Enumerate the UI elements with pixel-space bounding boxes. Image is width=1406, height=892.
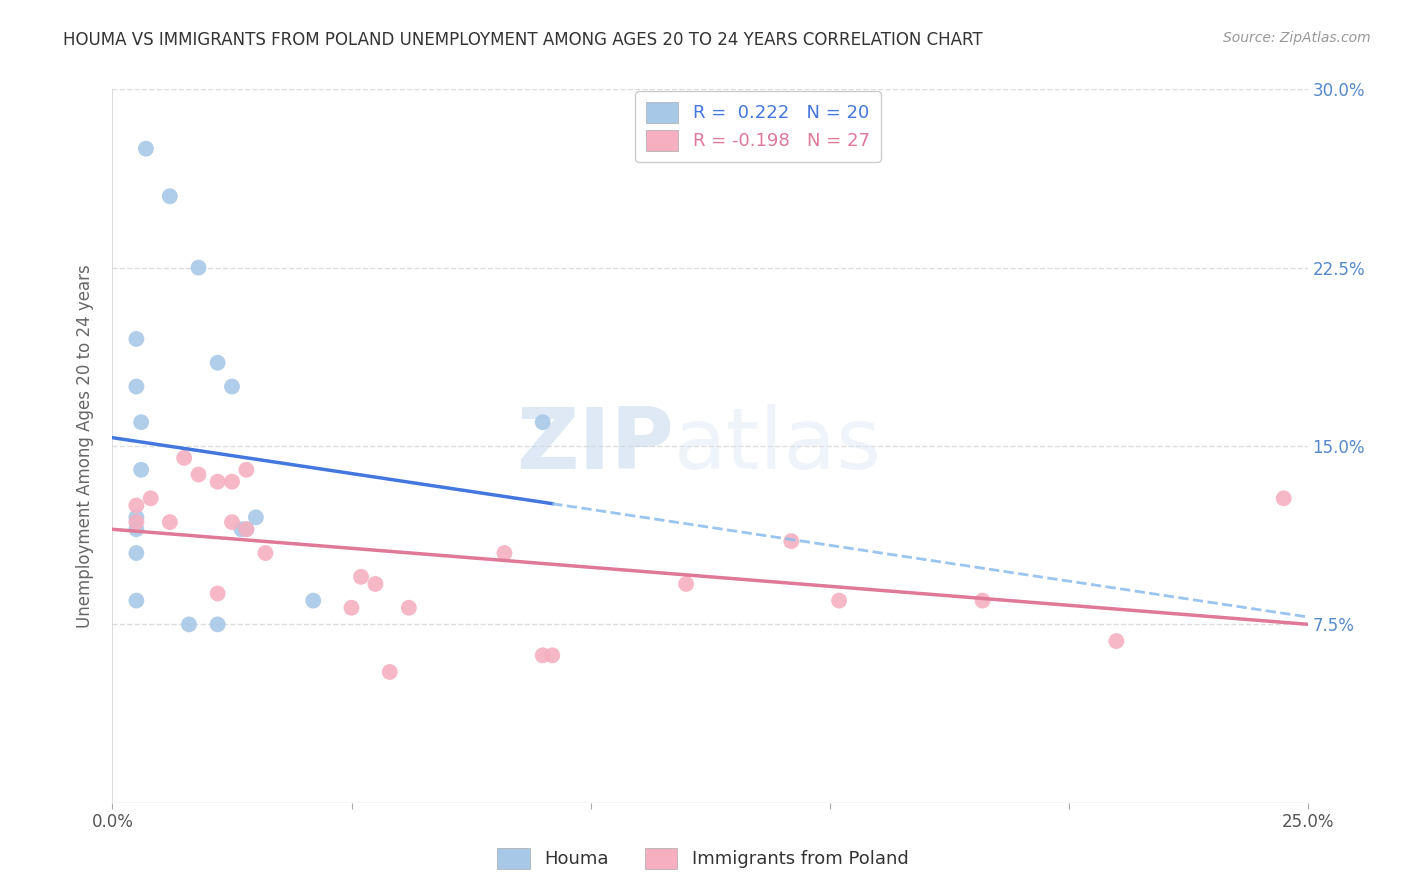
Point bbox=[531, 415, 554, 429]
Point bbox=[350, 570, 373, 584]
Point bbox=[125, 499, 148, 513]
Point bbox=[125, 546, 148, 560]
Point bbox=[398, 600, 420, 615]
Text: atlas: atlas bbox=[675, 404, 882, 488]
Point bbox=[187, 467, 209, 482]
Point bbox=[364, 577, 387, 591]
Point bbox=[828, 593, 851, 607]
Point bbox=[1272, 491, 1295, 506]
Point bbox=[780, 534, 803, 549]
Point bbox=[125, 510, 148, 524]
Point bbox=[207, 586, 229, 600]
Point bbox=[541, 648, 564, 663]
Point bbox=[221, 475, 243, 489]
Point bbox=[139, 491, 162, 506]
Point bbox=[245, 510, 267, 524]
Legend: R =  0.222   N = 20, R = -0.198   N = 27: R = 0.222 N = 20, R = -0.198 N = 27 bbox=[636, 91, 880, 161]
Point bbox=[1105, 634, 1128, 648]
Point bbox=[129, 415, 152, 429]
Text: Source: ZipAtlas.com: Source: ZipAtlas.com bbox=[1223, 31, 1371, 45]
Point bbox=[125, 593, 148, 607]
Point bbox=[125, 379, 148, 393]
Y-axis label: Unemployment Among Ages 20 to 24 years: Unemployment Among Ages 20 to 24 years bbox=[76, 264, 94, 628]
Point bbox=[531, 648, 554, 663]
Point bbox=[207, 356, 229, 370]
Point bbox=[207, 617, 229, 632]
Point bbox=[177, 617, 200, 632]
Point bbox=[231, 522, 253, 536]
Point bbox=[221, 515, 243, 529]
Point bbox=[207, 475, 229, 489]
Text: ZIP: ZIP bbox=[516, 404, 675, 488]
Point bbox=[235, 522, 257, 536]
Point bbox=[302, 593, 325, 607]
Point bbox=[235, 463, 257, 477]
Point bbox=[675, 577, 697, 591]
Point bbox=[159, 189, 181, 203]
Point bbox=[125, 515, 148, 529]
Point bbox=[187, 260, 209, 275]
Point bbox=[129, 463, 152, 477]
Point bbox=[378, 665, 401, 679]
Legend: Houma, Immigrants from Poland: Houma, Immigrants from Poland bbox=[491, 840, 915, 876]
Point bbox=[494, 546, 516, 560]
Point bbox=[173, 450, 195, 465]
Text: HOUMA VS IMMIGRANTS FROM POLAND UNEMPLOYMENT AMONG AGES 20 TO 24 YEARS CORRELATI: HOUMA VS IMMIGRANTS FROM POLAND UNEMPLOY… bbox=[63, 31, 983, 49]
Point bbox=[972, 593, 994, 607]
Point bbox=[125, 332, 148, 346]
Point bbox=[135, 142, 157, 156]
Point bbox=[159, 515, 181, 529]
Point bbox=[254, 546, 277, 560]
Point bbox=[235, 522, 257, 536]
Point bbox=[221, 379, 243, 393]
Point bbox=[125, 522, 148, 536]
Point bbox=[340, 600, 363, 615]
